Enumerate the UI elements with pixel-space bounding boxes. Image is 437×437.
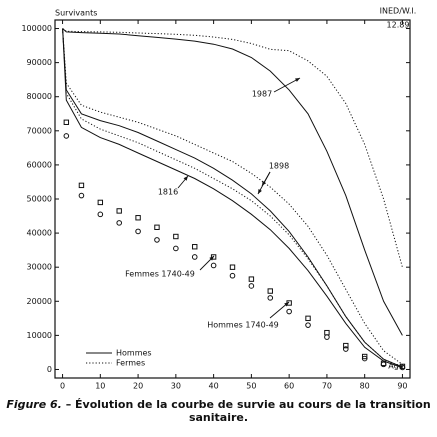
point-square bbox=[154, 224, 160, 230]
caption-text: – Évolution de la courbe de survie au co… bbox=[65, 398, 431, 424]
point-circle bbox=[154, 237, 160, 243]
point-circle bbox=[191, 254, 198, 260]
point-circle bbox=[286, 308, 292, 315]
point-circle bbox=[135, 228, 141, 235]
arrow-head bbox=[258, 189, 262, 194]
point-square bbox=[116, 208, 122, 214]
point-square bbox=[343, 342, 349, 349]
x-tick-label: 40 bbox=[209, 382, 219, 391]
survival-curve bbox=[62, 28, 403, 268]
x-tick-label: 80 bbox=[360, 382, 370, 391]
x-tick-label: 60 bbox=[284, 382, 294, 391]
x-tick-label: 20 bbox=[133, 382, 143, 391]
y-tick-label: 90000 bbox=[27, 58, 52, 67]
credit: INED/W.I. bbox=[380, 7, 417, 16]
point-square bbox=[305, 315, 311, 322]
y-tick-label: 20000 bbox=[27, 297, 52, 306]
y-tick-label: 70000 bbox=[27, 126, 52, 135]
x-tick-label: 10 bbox=[95, 382, 105, 391]
point-circle bbox=[380, 361, 387, 368]
credit: 12.89 bbox=[387, 21, 410, 30]
point-circle bbox=[78, 192, 85, 199]
point-square bbox=[229, 264, 236, 270]
point-square bbox=[361, 353, 368, 360]
x-tick-label: 70 bbox=[322, 382, 332, 391]
y-tick-label: 10000 bbox=[27, 331, 52, 340]
point-circle bbox=[324, 334, 330, 340]
point-circle bbox=[229, 272, 236, 279]
annotation-arrow bbox=[273, 77, 301, 93]
point-circle bbox=[116, 220, 123, 226]
legend-label: Hommes bbox=[116, 349, 152, 358]
caption-label: Figure 6. bbox=[6, 398, 62, 411]
point-square bbox=[173, 233, 179, 240]
arrow-head bbox=[284, 302, 289, 307]
survival-curve bbox=[62, 28, 403, 365]
y-tick-label: 50000 bbox=[27, 195, 52, 204]
caption: Figure 6. – Évolution de la courbe de su… bbox=[0, 398, 437, 424]
point-square bbox=[135, 215, 141, 221]
point-circle bbox=[361, 355, 368, 362]
annotation: 1987 bbox=[252, 90, 272, 99]
annotation: 1898 bbox=[269, 162, 289, 171]
point-square bbox=[192, 244, 198, 250]
x-tick-label: 50 bbox=[246, 382, 256, 391]
point-circle bbox=[63, 133, 70, 139]
y-tick-label: 40000 bbox=[27, 229, 52, 238]
point-circle bbox=[248, 283, 255, 289]
survival-curve bbox=[62, 28, 403, 368]
x-tick-label: 0 bbox=[60, 382, 65, 391]
legend-label: Fermes bbox=[116, 359, 145, 368]
point-square bbox=[248, 276, 255, 282]
y-tick-label: 100000 bbox=[21, 24, 52, 33]
point-square bbox=[210, 254, 217, 260]
point-circle bbox=[173, 245, 179, 252]
point-square bbox=[324, 329, 330, 336]
survival-curve bbox=[62, 28, 403, 368]
survival-curve bbox=[62, 28, 403, 336]
y-tick-label: 30000 bbox=[27, 263, 52, 272]
x-tick-label: 90 bbox=[397, 382, 407, 391]
point-circle bbox=[210, 262, 217, 269]
arrow-head bbox=[209, 256, 214, 261]
point-circle bbox=[267, 295, 274, 301]
point-square bbox=[267, 288, 273, 294]
point-square bbox=[78, 182, 85, 189]
y-axis-label: Survivants bbox=[55, 9, 97, 18]
arrow-head bbox=[183, 176, 188, 181]
y-tick-label: 0 bbox=[47, 365, 52, 374]
point-square bbox=[63, 119, 70, 125]
y-tick-label: 80000 bbox=[27, 92, 52, 101]
x-tick-label: 30 bbox=[171, 382, 181, 391]
y-tick-label: 60000 bbox=[27, 160, 52, 169]
survival-curve bbox=[62, 28, 403, 369]
arrow-head bbox=[295, 78, 300, 82]
point-circle bbox=[305, 322, 311, 328]
point-circle bbox=[97, 211, 104, 218]
annotation: 1816 bbox=[158, 188, 178, 197]
annotation: Femmes 1740-49 bbox=[125, 270, 195, 279]
point-circle bbox=[399, 364, 406, 371]
annotation: Hommes 1740-49 bbox=[207, 321, 279, 330]
point-square bbox=[97, 199, 104, 206]
point-circle bbox=[342, 346, 349, 352]
chart: Survivants INED/W.I. 12.89 Age 010000200… bbox=[21, 7, 417, 391]
